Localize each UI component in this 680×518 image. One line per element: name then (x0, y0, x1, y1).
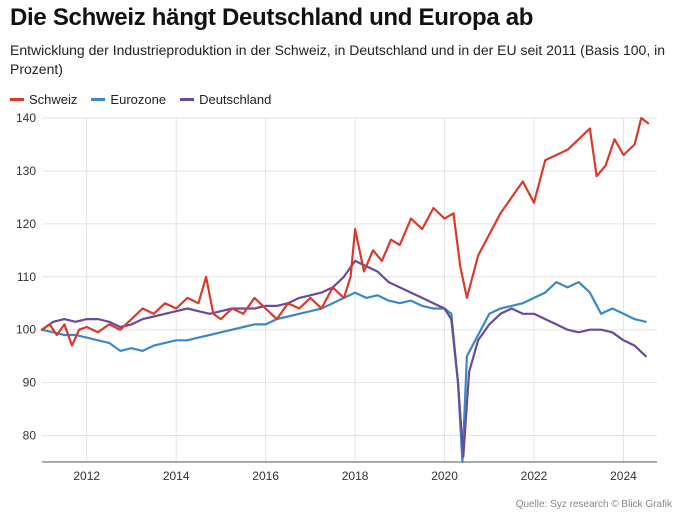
legend-label-deutschland: Deutschland (199, 92, 272, 107)
series-line-eurozone (40, 281, 647, 464)
y-tick-label: 110 (17, 270, 36, 284)
series-line-deutschland (40, 259, 647, 458)
legend-swatch-deutschland (180, 98, 195, 101)
x-tick-label: 2022 (521, 469, 548, 483)
x-tick-label: 2024 (610, 469, 637, 483)
legend-item-schweiz: Schweiz (10, 92, 77, 107)
source-note: Quelle: Syz research © Blick Grafik (515, 499, 672, 510)
y-tick-label: 120 (16, 217, 36, 231)
chart-title: Die Schweiz hängt Deutschland und Europa… (10, 4, 534, 31)
y-tick-label: 100 (16, 323, 36, 337)
y-tick-label: 130 (16, 164, 36, 178)
legend-label-eurozone: Eurozone (110, 92, 167, 107)
x-tick-label: 2020 (431, 469, 458, 483)
legend-item-eurozone: Eurozone (91, 92, 166, 107)
y-tick-label: 80 (23, 429, 37, 443)
legend-item-deutschland: Deutschland (180, 92, 271, 107)
legend-label-schweiz: Schweiz (29, 92, 78, 107)
x-tick-label: 2012 (73, 469, 100, 483)
series-line-schweiz (40, 116, 650, 347)
chart-subtitle: Entwicklung der Industrieproduktion in d… (10, 42, 665, 77)
y-tick-label: 90 (23, 376, 37, 390)
legend-swatch-eurozone (91, 98, 106, 101)
x-tick-label: 2018 (342, 469, 369, 483)
x-tick-label: 2016 (252, 469, 279, 483)
legend: Schweiz Eurozone Deutschland (10, 92, 271, 107)
x-tick-label: 2014 (163, 469, 190, 483)
y-tick-label: 140 (16, 111, 36, 125)
legend-swatch-schweiz (10, 98, 24, 101)
